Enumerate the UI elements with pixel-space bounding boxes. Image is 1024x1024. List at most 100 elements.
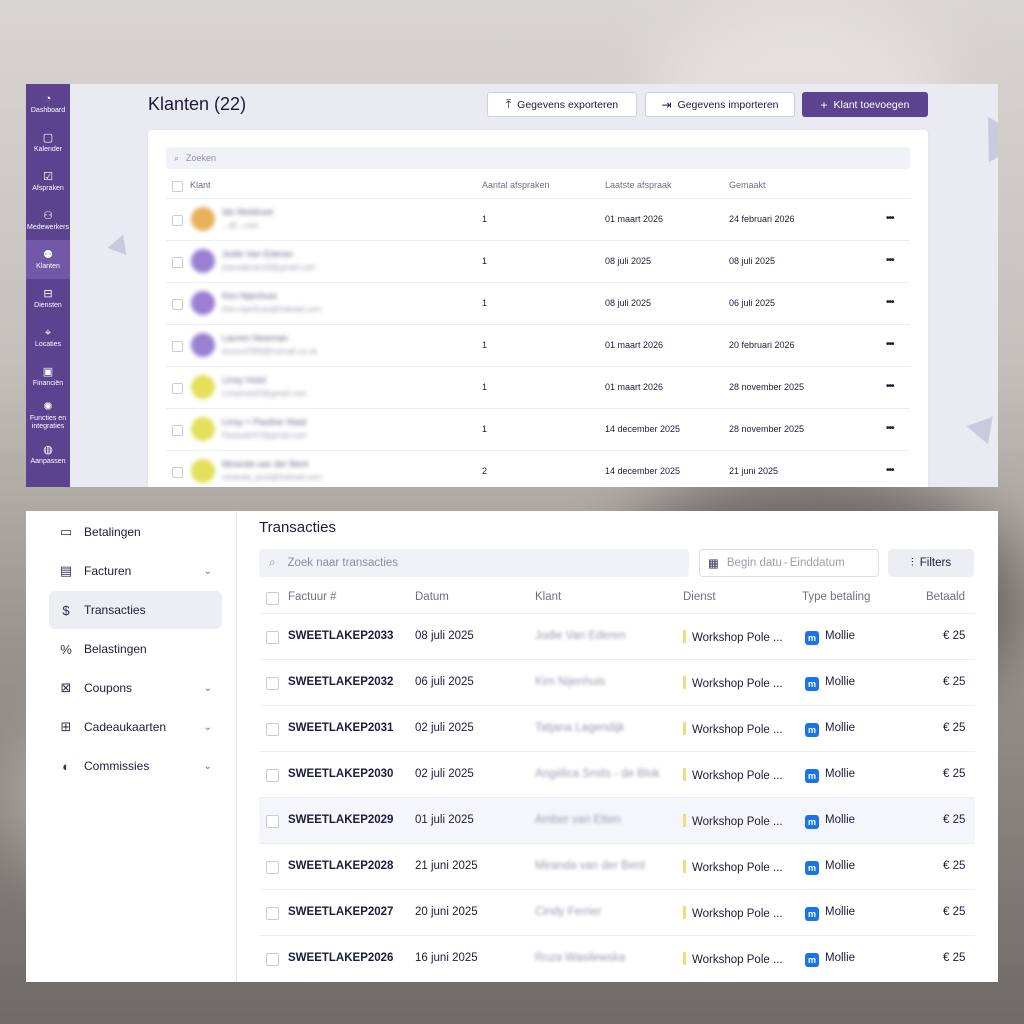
- row-checkbox[interactable]: [266, 677, 279, 690]
- sidebar-item-locaties[interactable]: ⌖ Locaties: [26, 318, 70, 357]
- table-row[interactable]: SWEETLAKEP2030 02 juli 2025 Angélica Smits…: [259, 751, 975, 798]
- client-name[interactable]: Kim Nijenhuis: [222, 291, 278, 301]
- decorative-triangle: [107, 231, 133, 255]
- invoice-number[interactable]: SWEETLAKEP2027: [288, 906, 394, 918]
- appointment-count: 1: [482, 256, 488, 266]
- start-date-placeholder[interactable]: Begin datu: [726, 557, 782, 569]
- table-row[interactable]: SWEETLAKEP2028 21 juni 2025 Miranda van de…: [259, 843, 975, 890]
- chevron-down-icon[interactable]: ⌄: [203, 721, 212, 733]
- invoice-number[interactable]: SWEETLAKEP2032: [288, 676, 394, 688]
- sidebar-item-klanten[interactable]: ⚉ Klanten: [26, 240, 70, 279]
- coupon-icon: ⊠: [60, 680, 72, 695]
- amount-paid: € 25: [943, 630, 966, 642]
- client-name[interactable]: Ido Moldover: [222, 207, 275, 217]
- table-row[interactable]: Linsy + Pauline Staal Ppstaal247@gmail.co…: [166, 408, 910, 451]
- service-name: Workshop Pole ...: [692, 908, 783, 920]
- client-name[interactable]: Miranda van der Bent: [222, 459, 309, 469]
- nav-item-belastingen[interactable]: % Belastingen: [49, 630, 222, 668]
- client-name[interactable]: Linsy Hulst: [222, 375, 267, 385]
- table-row[interactable]: SWEETLAKEP2031 02 juli 2025 Tatjana Lagend…: [259, 705, 975, 752]
- nav-item-coupons[interactable]: ⊠ Coupons ⌄: [49, 669, 222, 707]
- transactions-search-input[interactable]: ⌕ Zoek naar transacties: [259, 549, 689, 577]
- table-row[interactable]: Ido Moldover ...@...com 1 01 maart 2026 24 f…: [166, 198, 910, 241]
- export-data-button[interactable]: ⤒ Gegevens exporteren: [487, 92, 637, 117]
- row-checkbox[interactable]: [172, 299, 183, 310]
- nav-item-facturen[interactable]: ▤ Facturen ⌄: [49, 552, 222, 590]
- table-row[interactable]: Miranda van der Bent miranda_pool@hotmail…: [166, 450, 910, 487]
- date-range-picker[interactable]: ▦ Begin datu - Einddatum: [699, 549, 879, 577]
- sidebar-item-dashboard[interactable]: ◔ Dashboard: [26, 84, 70, 123]
- nav-item-betalingen[interactable]: ▭ Betalingen: [49, 513, 222, 551]
- select-all-checkbox[interactable]: [266, 592, 279, 605]
- sidebar-item-afspraken[interactable]: ☑ Afspraken: [26, 162, 70, 201]
- client-name[interactable]: Linsy + Pauline Staal: [222, 417, 307, 427]
- payment-type: Mollie: [825, 906, 856, 918]
- invoice-number[interactable]: SWEETLAKEP2030: [288, 768, 394, 780]
- sidebar-item-medewerkers[interactable]: ⚇ Medewerkers: [26, 201, 70, 240]
- row-checkbox[interactable]: [172, 215, 183, 226]
- end-date-placeholder[interactable]: Einddatum: [789, 557, 845, 569]
- row-checkbox[interactable]: [172, 257, 183, 268]
- sidebar-item-financiën[interactable]: ▣ Financiën: [26, 357, 70, 396]
- invoice-number[interactable]: SWEETLAKEP2028: [288, 860, 394, 872]
- amount-paid: € 25: [943, 906, 966, 918]
- row-checkbox[interactable]: [172, 341, 183, 352]
- client-name[interactable]: Jodie Van Ederen: [222, 249, 293, 259]
- more-options-icon[interactable]: •••: [886, 339, 894, 350]
- filters-button[interactable]: ⫶ Filters: [888, 549, 974, 577]
- invoice-number[interactable]: SWEETLAKEP2029: [288, 814, 394, 826]
- select-all-checkbox[interactable]: [172, 181, 183, 192]
- chevron-down-icon[interactable]: ⌄: [203, 760, 212, 772]
- invoice-number[interactable]: SWEETLAKEP2031: [288, 722, 394, 734]
- row-checkbox[interactable]: [266, 723, 279, 736]
- klanten-panel: ◔ Dashboard ▢ Kalender ☑ Afspraken ⚇ Medewerker…: [26, 84, 998, 487]
- nav-item-commissies[interactable]: ◐ Commissies ⌄: [49, 747, 222, 785]
- invoice-number[interactable]: SWEETLAKEP2026: [288, 952, 394, 964]
- table-row[interactable]: Kim Nijenhuis Kim-nijenhuis@hotmail.com 1 0…: [166, 282, 910, 325]
- nav-item-transacties[interactable]: $ Transacties: [49, 591, 222, 629]
- row-checkbox[interactable]: [266, 907, 279, 920]
- table-row[interactable]: SWEETLAKEP2033 08 juli 2025 Jodie Van Eder…: [259, 613, 975, 660]
- table-row[interactable]: SWEETLAKEP2032 06 juli 2025 Kim Nijenhuis W…: [259, 659, 975, 706]
- dashboard-icon: ◔: [44, 92, 52, 105]
- table-row[interactable]: SWEETLAKEP2027 20 juni 2025 Cindy Ferrier W…: [259, 889, 975, 936]
- client-name[interactable]: Lauren Newman: [222, 333, 289, 343]
- table-row[interactable]: SWEETLAKEP2029 01 juli 2025 Amber van Ette…: [259, 797, 975, 844]
- more-options-icon[interactable]: •••: [886, 465, 894, 476]
- sidebar-item-diensten[interactable]: ⊟ Diensten: [26, 279, 70, 318]
- more-options-icon[interactable]: •••: [886, 213, 894, 224]
- table-row[interactable]: Lauren Newman lauren2399@hotmail.co.uk 1 01…: [166, 324, 910, 367]
- transaction-date: 06 juli 2025: [415, 676, 474, 688]
- row-checkbox[interactable]: [172, 383, 183, 394]
- row-checkbox[interactable]: [266, 631, 279, 644]
- more-options-icon[interactable]: •••: [886, 297, 894, 308]
- more-options-icon[interactable]: •••: [886, 255, 894, 266]
- row-checkbox[interactable]: [266, 861, 279, 874]
- nav-item-cadeaukaarten[interactable]: ⊞ Cadeaukaarten ⌄: [49, 708, 222, 746]
- chevron-down-icon[interactable]: ⌄: [203, 565, 212, 577]
- more-options-icon[interactable]: •••: [886, 423, 894, 434]
- row-checkbox[interactable]: [172, 467, 183, 478]
- transaction-date: 08 juli 2025: [415, 630, 474, 642]
- add-client-button[interactable]: + Klant toevoegen: [802, 92, 928, 117]
- sidebar-item-aanpassen[interactable]: ◍ Aanpassen: [26, 435, 70, 474]
- row-checkbox[interactable]: [266, 953, 279, 966]
- avatar: [191, 249, 215, 273]
- search-placeholder: Zoeken: [186, 153, 217, 163]
- sidebar-item-functies[interactable]: ✺ Functies en integraties: [26, 396, 70, 435]
- more-options-icon[interactable]: •••: [886, 381, 894, 392]
- row-checkbox[interactable]: [266, 769, 279, 782]
- row-checkbox[interactable]: [266, 815, 279, 828]
- sidebar-item-kalender[interactable]: ▢ Kalender: [26, 123, 70, 162]
- row-checkbox[interactable]: [172, 425, 183, 436]
- clients-search-input[interactable]: ⌕ Zoeken: [166, 147, 910, 169]
- table-row[interactable]: Jodie Van Ederen joanederen18@gmail.com 1 0…: [166, 240, 910, 283]
- last-appointment: 08 juli 2025: [605, 256, 652, 266]
- table-row[interactable]: SWEETLAKEP2026 16 juni 2025 Roza Wasilewsk…: [259, 935, 975, 982]
- client-name: Kim Nijenhuis: [535, 676, 606, 688]
- sidebar-item-label: Medewerkers: [26, 223, 69, 231]
- chevron-down-icon[interactable]: ⌄: [203, 682, 212, 694]
- table-row[interactable]: Linsy Hulst Linsyhulst2@gmail.com 1 01 maar…: [166, 366, 910, 409]
- invoice-number[interactable]: SWEETLAKEP2033: [288, 630, 394, 642]
- import-data-button[interactable]: ⇥ Gegevens importeren: [645, 92, 795, 117]
